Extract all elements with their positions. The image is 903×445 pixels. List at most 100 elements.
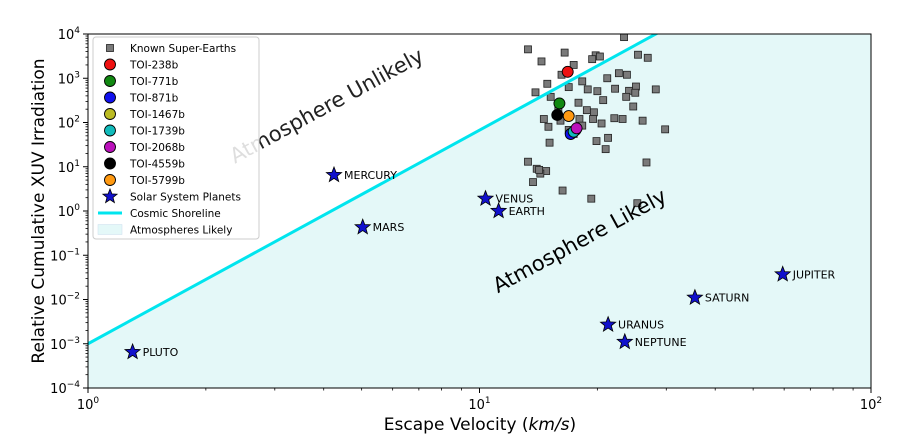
super-earth-point (633, 199, 642, 208)
super-earth-point (543, 79, 552, 88)
y-tick-label: 10−1 (50, 247, 80, 264)
legend-marker-toi-871b (104, 91, 116, 104)
super-earth-point (623, 70, 631, 79)
legend-marker-atmospheres-likely (97, 224, 123, 235)
super-earth-point (535, 165, 544, 174)
super-earth-point (583, 85, 592, 94)
super-earth-point (531, 88, 540, 97)
super-earth-point (614, 69, 623, 78)
planet-label-venus: VENUS (496, 193, 534, 206)
super-earth-point (524, 45, 532, 54)
super-earth-point (611, 84, 619, 93)
legend-label-known-super-earths: Known Super-Earths (130, 43, 236, 55)
super-earth-point (589, 115, 597, 123)
super-earth-point (595, 52, 604, 61)
legend-label-cosmic-shoreline: Cosmic Shoreline (130, 208, 221, 220)
super-earth-point (564, 83, 573, 92)
legend-marker-known-super-earths (106, 44, 114, 52)
legend-marker-toi-238b (104, 58, 116, 71)
planet-label-mercury: MERCURY (344, 169, 397, 182)
super-earth-point (599, 96, 608, 105)
legend-label-toi-871b: TOI-871b (129, 93, 179, 105)
super-earth-point (537, 57, 546, 66)
super-earth-point (545, 138, 554, 147)
legend-label-atmospheres-likely: Atmospheres Likely (130, 225, 232, 237)
super-earth-point (643, 53, 652, 62)
super-earth-point (604, 133, 612, 142)
super-earth-point (529, 178, 537, 186)
y-axis-label: Relative Cumulative XUV Irradiation (29, 58, 49, 363)
planet-star-mercury (325, 165, 343, 183)
legend-label-toi-4559b: TOI-4559b (129, 159, 185, 171)
legend-label-solar-system-planets: Solar System Planets (130, 192, 241, 204)
super-earth-point (560, 48, 569, 57)
legend-marker-solar-system-planets (101, 187, 119, 204)
toi-point-toi-771b (553, 97, 566, 110)
super-earth-point (620, 34, 628, 42)
planet-star-venus (476, 189, 495, 206)
x-axis-label-open: ( (522, 415, 529, 435)
super-earth-point (661, 125, 670, 134)
super-earth-point (618, 115, 627, 123)
super-earth-point (592, 137, 601, 145)
super-earth-point (622, 92, 631, 101)
super-earth-point (597, 119, 606, 128)
legend-label-toi-771b: TOI-771b (129, 76, 179, 88)
axes: 100 101 102 10−4 10−3 10−2 10−1 100 101 102 103 104 (50, 26, 882, 413)
super-earth-point (574, 98, 583, 107)
planet-star-uranus (599, 315, 617, 332)
legend-label-toi-1467b: TOI-1467b (129, 109, 185, 121)
super-earth-point (588, 55, 597, 64)
x-tick-label: 101 (468, 396, 490, 413)
toi-point-toi-238b (561, 65, 574, 78)
legend-marker-toi-5799b (104, 174, 116, 186)
super-earth-point (582, 106, 591, 115)
toi-point-toi-5799b (562, 110, 575, 122)
atmospheres-likely-region (88, 34, 871, 388)
x-axis-label-unit: km/s (529, 415, 570, 435)
legend-marker-toi-1739b (104, 124, 116, 137)
super-earth-point (642, 158, 651, 167)
planet-star-mars (354, 218, 372, 235)
legend-label-toi-238b: TOI-238b (129, 60, 179, 72)
super-earth-point (578, 77, 587, 86)
y-tick-label: 100 (58, 203, 81, 220)
y-tick-label: 102 (58, 115, 80, 132)
super-earth-point (569, 61, 578, 69)
planet-star-pluto (123, 342, 142, 360)
super-earth-point (638, 116, 647, 125)
legend-marker-toi-4559b (104, 157, 116, 170)
planet-label-uranus: URANUS (618, 319, 664, 332)
y-tick-label: 104 (58, 26, 81, 43)
super-earth-point (629, 102, 638, 111)
legend: Known Super-Earths TOI-238b TOI-771b TOI-87… (92, 36, 260, 240)
legend-box (92, 36, 260, 240)
legend-marker-toi-2068b (104, 141, 116, 153)
y-tick-label: 10−4 (50, 380, 80, 397)
toi-point-toi-4559b (551, 109, 564, 121)
y-tick-label: 101 (58, 159, 80, 176)
y-tick-label: 10−3 (50, 336, 80, 353)
y-tick-label: 103 (58, 70, 80, 87)
planet-label-mars: MARS (373, 221, 405, 234)
planet-label-neptune: NEPTUNE (635, 336, 687, 349)
legend-marker-toi-771b (104, 75, 116, 87)
x-tick-label: 100 (77, 396, 100, 413)
toi-point-toi-2068b (570, 122, 583, 135)
super-earth-point (631, 88, 640, 97)
x-axis-label: Escape Velocity (km/s) (384, 415, 576, 435)
legend-label-toi-2068b: TOI-2068b (129, 142, 185, 154)
super-earth-point (546, 92, 555, 101)
planet-star-earth (489, 201, 508, 219)
planet-star-saturn (686, 288, 704, 305)
super-earth-point (575, 115, 584, 123)
super-earth-point (651, 85, 660, 94)
super-earth-point (524, 157, 532, 166)
planet-label-jupiter: JUPITER (792, 268, 836, 281)
super-earth-point (544, 122, 553, 131)
planet-star-jupiter (774, 265, 792, 282)
super-earth-point (634, 50, 642, 59)
legend-marker-toi-1467b (104, 108, 116, 120)
cosmic-shoreline-line (88, 34, 659, 346)
